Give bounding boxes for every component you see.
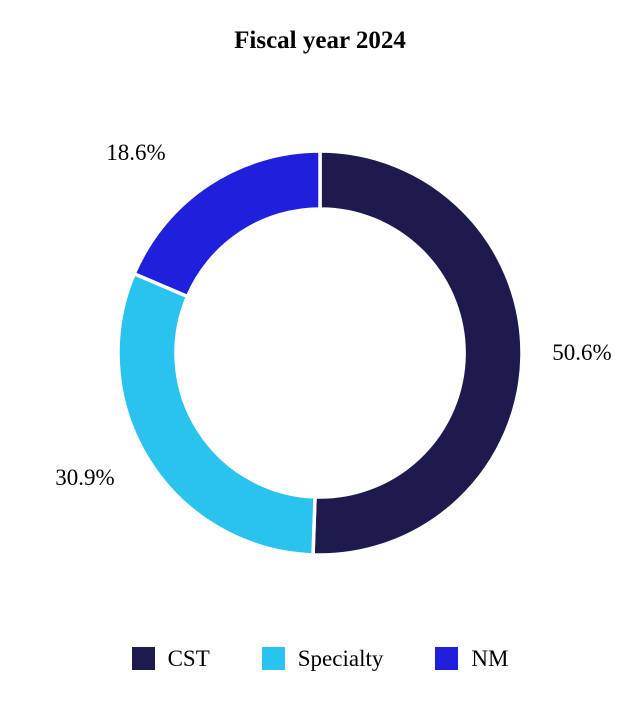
legend-item-specialty: Specialty [261,646,384,671]
legend-swatch-specialty [261,647,285,670]
donut-segment-specialty [116,271,317,557]
donut-segment-nm [131,149,322,299]
legend-label-nm: NM [471,646,509,671]
donut-segment-cst [311,149,524,557]
chart-title: Fiscal year 2024 [234,27,406,54]
data-label-specialty: 30.9% [55,465,115,490]
data-label-nm: 18.6% [106,140,166,165]
legend: CST Specialty NM [0,647,640,670]
legend-label-specialty: Specialty [297,646,384,671]
legend-item-cst: CST [131,646,210,671]
data-label-cst: 50.6% [552,340,612,365]
legend-swatch-nm [435,647,459,670]
legend-item-nm: NM [435,647,508,670]
legend-swatch-cst [131,647,155,670]
legend-label-cst: CST [167,646,210,671]
